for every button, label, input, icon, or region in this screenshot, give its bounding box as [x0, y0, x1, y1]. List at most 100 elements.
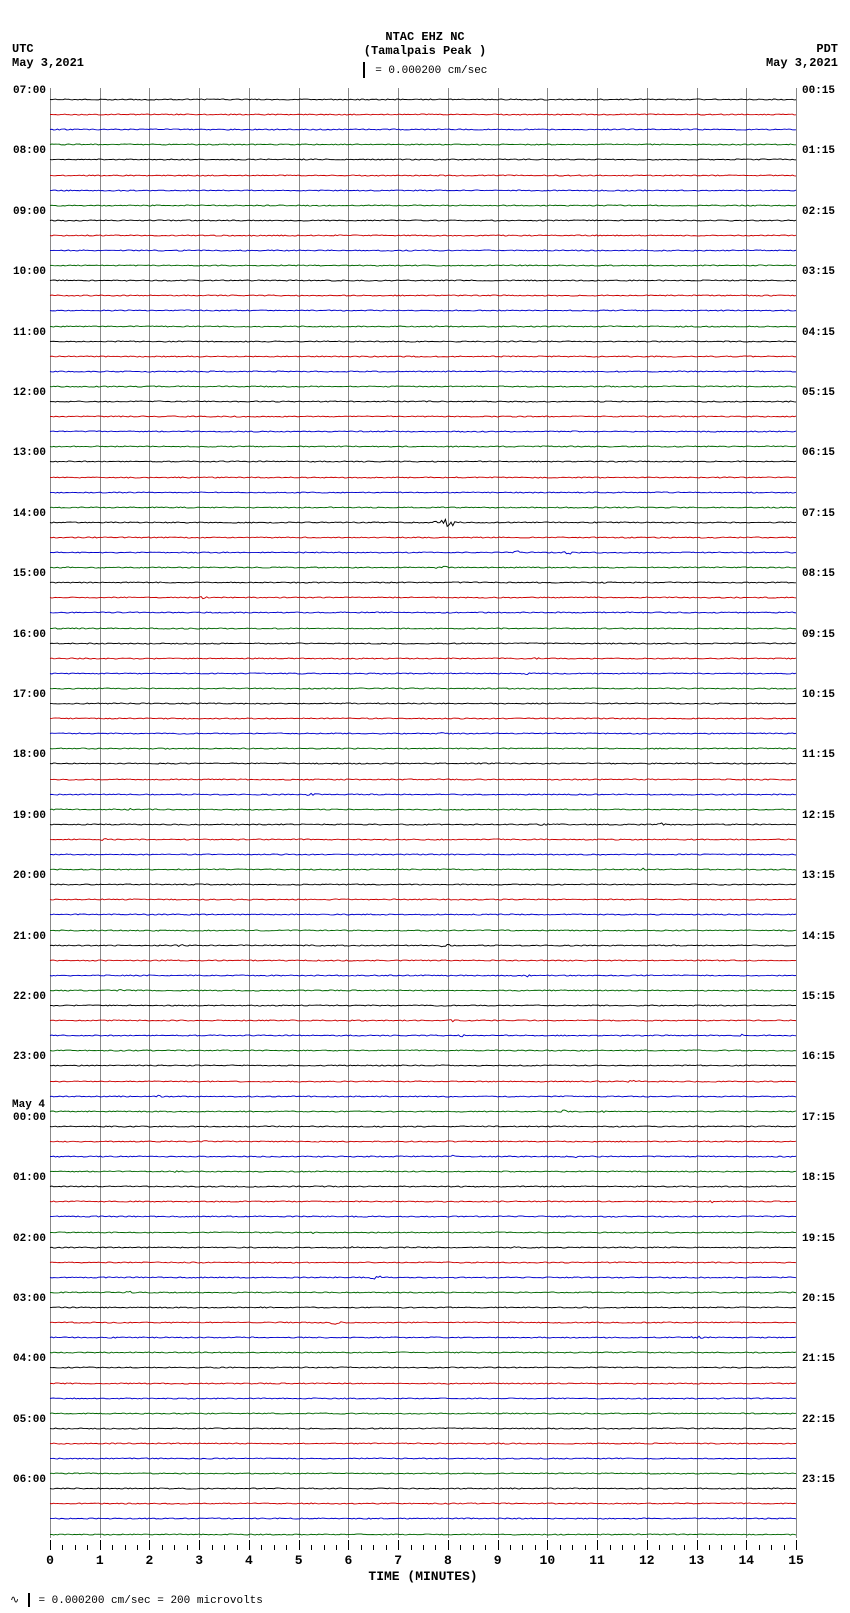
footer-scale: ∿ = 0.000200 cm/sec = 200 microvolts — [10, 1593, 263, 1607]
trace-row — [50, 666, 796, 681]
trace-waveform — [50, 1074, 796, 1089]
trace-waveform — [50, 515, 796, 530]
utc-time-label: 06:00 — [2, 1474, 46, 1486]
x-tick-minor — [212, 1545, 213, 1550]
x-tick-minor — [411, 1545, 412, 1550]
footer-wave-icon: ∿ — [10, 1595, 19, 1607]
footer-bar-icon — [28, 1593, 30, 1607]
x-tick-label: 8 — [444, 1553, 452, 1568]
trace-row — [50, 198, 796, 213]
x-tick-minor — [361, 1545, 362, 1550]
x-tick-minor — [311, 1545, 312, 1550]
trace-row — [50, 454, 796, 469]
trace-waveform — [50, 1179, 796, 1194]
trace-waveform — [50, 394, 796, 409]
trace-waveform — [50, 1421, 796, 1436]
date-left-label: May 3,2021 — [12, 56, 84, 70]
utc-time-label: 14:00 — [2, 508, 46, 520]
x-tick-major — [647, 1540, 648, 1550]
trace-row — [50, 862, 796, 877]
x-tick-minor — [460, 1545, 461, 1550]
x-tick-major — [547, 1540, 548, 1550]
trace-row — [50, 575, 796, 590]
station-id: NTAC EHZ NC — [0, 30, 850, 44]
trace-waveform — [50, 1406, 796, 1421]
trace-row — [50, 605, 796, 620]
trace-waveform — [50, 1013, 796, 1028]
trace-row — [50, 1421, 796, 1436]
trace-waveform — [50, 1043, 796, 1058]
tz-left-label: UTC — [12, 42, 34, 56]
utc-time-label: 11:00 — [2, 327, 46, 339]
x-tick-minor — [560, 1545, 561, 1550]
trace-waveform — [50, 817, 796, 832]
footer-text: = 0.000200 cm/sec = 200 microvolts — [38, 1595, 262, 1607]
trace-waveform — [50, 575, 796, 590]
trace-row — [50, 273, 796, 288]
trace-row — [50, 1496, 796, 1511]
x-tick-minor — [274, 1545, 275, 1550]
trace-row — [50, 1255, 796, 1270]
trace-waveform — [50, 334, 796, 349]
utc-time-label: 09:00 — [2, 206, 46, 218]
trace-row — [50, 1406, 796, 1421]
trace-row — [50, 500, 796, 515]
x-tick-minor — [112, 1545, 113, 1550]
trace-waveform — [50, 953, 796, 968]
trace-row — [50, 152, 796, 167]
x-tick-minor — [585, 1545, 586, 1550]
x-tick-minor — [522, 1545, 523, 1550]
utc-time-label: 17:00 — [2, 689, 46, 701]
utc-time-label: 20:00 — [2, 870, 46, 882]
trace-row — [50, 1300, 796, 1315]
local-time-label: 03:15 — [802, 266, 835, 278]
utc-time-label: 01:00 — [2, 1172, 46, 1184]
trace-waveform — [50, 892, 796, 907]
trace-waveform — [50, 183, 796, 198]
x-tick-minor — [572, 1545, 573, 1550]
trace-row — [50, 560, 796, 575]
trace-waveform — [50, 107, 796, 122]
trace-row — [50, 319, 796, 334]
local-time-label: 01:15 — [802, 145, 835, 157]
trace-waveform — [50, 243, 796, 258]
x-tick-minor — [709, 1545, 710, 1550]
trace-row — [50, 953, 796, 968]
trace-row — [50, 1481, 796, 1496]
trace-waveform — [50, 454, 796, 469]
day-break-label: May 4 — [12, 1099, 45, 1111]
x-tick-major — [448, 1540, 449, 1550]
trace-row — [50, 1043, 796, 1058]
trace-waveform — [50, 1436, 796, 1451]
trace-waveform — [50, 1225, 796, 1240]
trace-waveform — [50, 379, 796, 394]
trace-row — [50, 590, 796, 605]
trace-row — [50, 485, 796, 500]
trace-row — [50, 303, 796, 318]
trace-row — [50, 1225, 796, 1240]
utc-time-label: 10:00 — [2, 266, 46, 278]
trace-waveform — [50, 590, 796, 605]
trace-row — [50, 1209, 796, 1224]
trace-waveform — [50, 832, 796, 847]
trace-row — [50, 787, 796, 802]
x-tick-minor — [75, 1545, 76, 1550]
x-tick-minor — [634, 1545, 635, 1550]
utc-time-label: 18:00 — [2, 749, 46, 761]
x-tick-minor — [62, 1545, 63, 1550]
local-time-label: 02:15 — [802, 206, 835, 218]
trace-waveform — [50, 741, 796, 756]
x-tick-minor — [187, 1545, 188, 1550]
x-tick-minor — [610, 1545, 611, 1550]
local-time-label: 23:15 — [802, 1474, 835, 1486]
trace-waveform — [50, 1391, 796, 1406]
trace-waveform — [50, 983, 796, 998]
trace-waveform — [50, 258, 796, 273]
trace-row — [50, 137, 796, 152]
trace-waveform — [50, 711, 796, 726]
trace-row — [50, 1179, 796, 1194]
trace-waveform — [50, 439, 796, 454]
trace-waveform — [50, 1134, 796, 1149]
trace-row — [50, 938, 796, 953]
trace-row — [50, 1330, 796, 1345]
